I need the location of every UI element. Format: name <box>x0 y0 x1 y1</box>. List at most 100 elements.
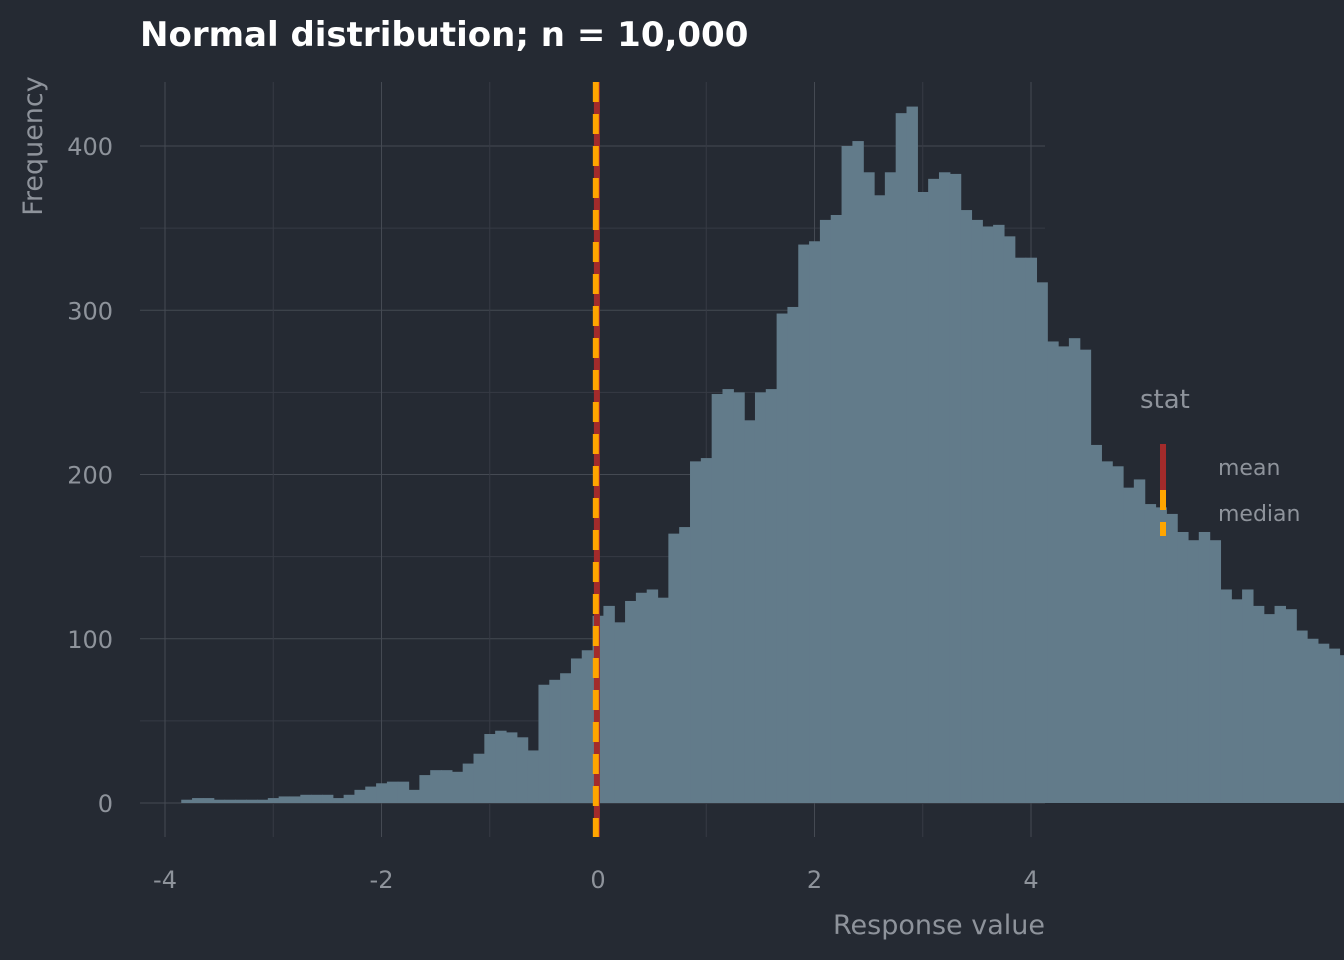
histogram-bar <box>473 753 485 803</box>
histogram-bar <box>549 679 561 803</box>
histogram-bar <box>267 798 280 803</box>
histogram-bar <box>841 146 853 803</box>
histogram-bar <box>289 796 301 803</box>
histogram-bar <box>343 794 356 803</box>
histogram-bar <box>646 589 659 803</box>
ticks-layer: -4 -2 0 2 4 0 100 200 300 400 <box>67 133 1038 894</box>
histogram-bar <box>1166 513 1178 803</box>
histogram-bar <box>949 173 962 804</box>
histogram-bar <box>202 798 215 803</box>
histogram-bar <box>386 781 399 803</box>
histogram-bar <box>874 195 886 803</box>
histogram-bar <box>1090 444 1102 803</box>
histogram-bar <box>213 799 226 803</box>
legend-title: stat <box>1140 385 1190 415</box>
histogram-bar <box>1187 540 1200 803</box>
histogram-bar <box>819 219 832 804</box>
histogram-bar <box>1198 531 1211 803</box>
histogram-bar <box>668 533 680 803</box>
histogram-bar <box>332 798 345 803</box>
histogram-bar <box>1155 507 1167 803</box>
histogram-bar <box>614 622 626 803</box>
histogram-bar <box>354 789 366 803</box>
histogram-bar <box>1177 531 1189 803</box>
histogram-bar <box>1328 648 1341 803</box>
histogram-bar <box>1231 599 1243 803</box>
histogram-bar <box>657 597 669 803</box>
histogram-bar <box>1209 540 1222 803</box>
histogram-bar <box>1220 589 1232 803</box>
histogram-bar <box>635 592 648 803</box>
histogram-bar <box>257 799 269 803</box>
histogram-bar <box>581 650 594 803</box>
histogram-bar <box>917 191 929 804</box>
histogram-bar <box>1296 630 1308 803</box>
histogram-bar <box>235 799 247 803</box>
histogram-bar <box>733 392 745 803</box>
histogram-bar <box>1047 341 1059 803</box>
histogram-bar <box>1036 282 1048 803</box>
histogram-bar <box>1317 643 1330 803</box>
histogram-bar <box>906 106 918 803</box>
histogram-bar <box>451 771 464 803</box>
histogram-bar <box>408 789 420 803</box>
histogram-bar <box>787 306 799 803</box>
histogram-bar <box>1144 504 1157 803</box>
histogram-bar <box>938 172 951 803</box>
histogram-bar <box>863 172 875 803</box>
histogram-bar <box>679 527 691 803</box>
histogram-bar <box>1068 338 1081 803</box>
histogram-bar <box>1003 236 1016 803</box>
x-tick-label: 2 <box>807 866 822 894</box>
histogram-bar <box>246 799 258 803</box>
x-axis-title: Response value <box>833 910 1045 941</box>
x-tick-label: 0 <box>590 866 605 894</box>
histogram-bar <box>430 770 442 803</box>
histogram-bar <box>181 799 193 803</box>
histogram-bar <box>928 178 940 804</box>
legend-label-median: median <box>1218 502 1300 527</box>
histogram-bar <box>527 750 540 803</box>
histogram-bar <box>484 734 496 803</box>
legend: stat mean median <box>1140 385 1300 536</box>
histogram-bar <box>1025 257 1038 803</box>
legend-label-mean: mean <box>1218 456 1280 481</box>
histogram-bar <box>1242 589 1254 803</box>
histogram-bar <box>419 775 431 803</box>
histogram-bar <box>809 241 821 803</box>
histogram-bar <box>754 392 767 803</box>
histogram-bar <box>852 141 864 803</box>
y-tick-label: 300 <box>67 297 113 325</box>
vlines-layer <box>592 82 600 837</box>
histogram-bar <box>1252 605 1265 803</box>
legend-entries: mean median <box>1160 444 1300 536</box>
histogram-bar <box>570 658 583 803</box>
histogram-bar <box>1285 609 1297 803</box>
y-axis-title: Frequency <box>18 76 49 216</box>
histogram-bar <box>192 798 204 803</box>
histogram-bar <box>1014 257 1027 803</box>
histogram-bar <box>982 226 994 804</box>
histogram-bar <box>376 783 388 803</box>
histogram-bar <box>538 684 550 803</box>
histogram-bar <box>300 794 312 803</box>
x-tick-label: -4 <box>153 866 177 894</box>
histogram-bar <box>895 113 908 803</box>
histogram-bar <box>1307 638 1319 803</box>
histogram-bar <box>1339 655 1344 803</box>
histogram-bar <box>365 786 377 803</box>
histogram-bar <box>462 763 475 803</box>
histogram-bar <box>993 224 1005 804</box>
histogram-bar <box>690 461 702 803</box>
histogram-bar <box>765 389 778 803</box>
histogram-bar <box>1058 346 1070 803</box>
histogram-bar <box>560 673 572 803</box>
histogram-bar <box>516 737 529 803</box>
y-tick-label: 200 <box>67 462 113 490</box>
histogram-bar <box>711 394 724 803</box>
histogram-bar <box>441 770 453 803</box>
histogram-bar <box>776 313 789 803</box>
histogram-bar <box>625 600 637 803</box>
histogram-bar <box>830 214 843 804</box>
